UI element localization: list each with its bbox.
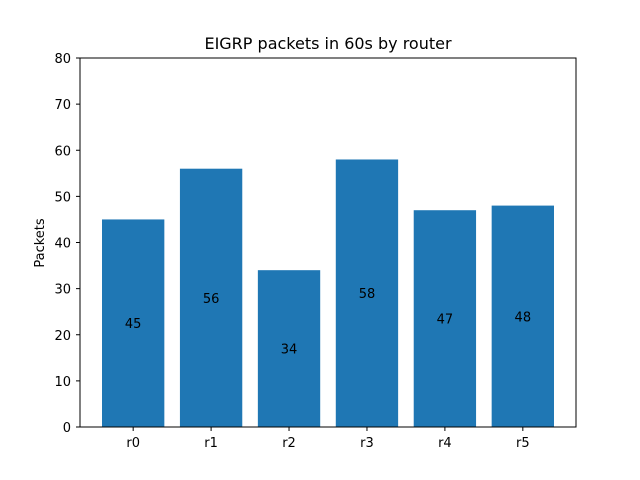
x-tick-label-r4: r4 bbox=[438, 436, 452, 451]
bar-r3 bbox=[335, 159, 399, 428]
y-tick-label-40: 40 bbox=[54, 237, 71, 252]
x-tick-label-r0: r0 bbox=[126, 436, 140, 451]
x-axis: r0 r1 r2 r3 r4 r5 bbox=[126, 427, 530, 451]
x-tick-label-r1: r1 bbox=[204, 436, 218, 451]
bar-r0 bbox=[102, 219, 165, 427]
bar-value-label-r4: 47 bbox=[437, 313, 454, 328]
x-tick-label-r3: r3 bbox=[360, 436, 374, 451]
bar-value-label-r5: 48 bbox=[515, 310, 532, 325]
y-axis: 0 10 20 30 40 50 60 70 80 bbox=[54, 52, 80, 436]
bar-labels-group: 45 56 34 58 47 48 bbox=[125, 287, 531, 357]
y-tick-label-70: 70 bbox=[54, 98, 71, 113]
y-tick-label-80: 80 bbox=[54, 52, 71, 67]
bar-r5 bbox=[491, 205, 554, 427]
y-tick-label-0: 0 bbox=[63, 421, 71, 436]
bar-r2 bbox=[257, 270, 321, 427]
y-axis-label: Packets bbox=[33, 218, 48, 268]
chart-title: EIGRP packets in 60s by router bbox=[204, 34, 452, 53]
bar-r1 bbox=[179, 168, 243, 427]
x-tick-label-r5: r5 bbox=[516, 436, 530, 451]
bar-r4 bbox=[413, 210, 477, 427]
y-tick-label-50: 50 bbox=[54, 190, 71, 205]
bar-value-label-r2: 34 bbox=[281, 343, 298, 358]
y-tick-label-10: 10 bbox=[54, 375, 71, 390]
bar-value-label-r0: 45 bbox=[125, 317, 142, 332]
y-tick-label-20: 20 bbox=[54, 329, 71, 344]
bar-value-label-r3: 58 bbox=[359, 287, 376, 302]
y-tick-label-30: 30 bbox=[54, 283, 71, 298]
y-tick-label-60: 60 bbox=[54, 144, 71, 159]
bar-value-label-r1: 56 bbox=[203, 292, 220, 307]
bars-group bbox=[102, 159, 554, 428]
plot-area-frame bbox=[79, 57, 577, 428]
x-tick-label-r2: r2 bbox=[282, 436, 296, 451]
